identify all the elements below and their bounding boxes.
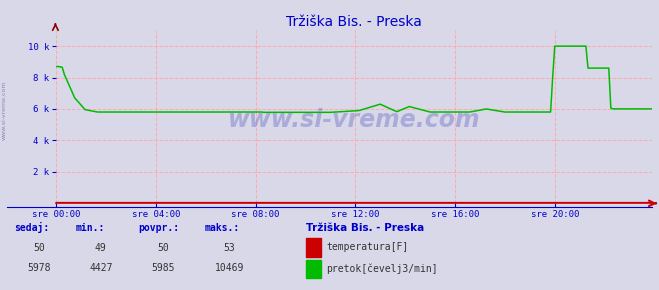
Text: 4427: 4427: [89, 263, 113, 273]
Text: www.si-vreme.com: www.si-vreme.com: [228, 108, 480, 132]
Text: maks.:: maks.:: [204, 223, 239, 233]
Text: Tržiška Bis. - Preska: Tržiška Bis. - Preska: [306, 223, 424, 233]
Text: 5978: 5978: [28, 263, 51, 273]
Text: www.si-vreme.com: www.si-vreme.com: [1, 80, 7, 140]
Text: 50: 50: [34, 243, 45, 253]
Text: pretok[čevelj3/min]: pretok[čevelj3/min]: [326, 264, 438, 274]
Text: 53: 53: [223, 243, 235, 253]
Text: sedaj:: sedaj:: [14, 222, 49, 233]
Text: min.:: min.:: [76, 223, 105, 233]
Text: 50: 50: [158, 243, 169, 253]
Text: 49: 49: [95, 243, 107, 253]
Text: povpr.:: povpr.:: [138, 223, 179, 233]
Text: 5985: 5985: [152, 263, 175, 273]
Title: Tržiška Bis. - Preska: Tržiška Bis. - Preska: [286, 15, 422, 29]
Text: temperatura[F]: temperatura[F]: [326, 242, 409, 252]
Text: 10469: 10469: [215, 263, 244, 273]
